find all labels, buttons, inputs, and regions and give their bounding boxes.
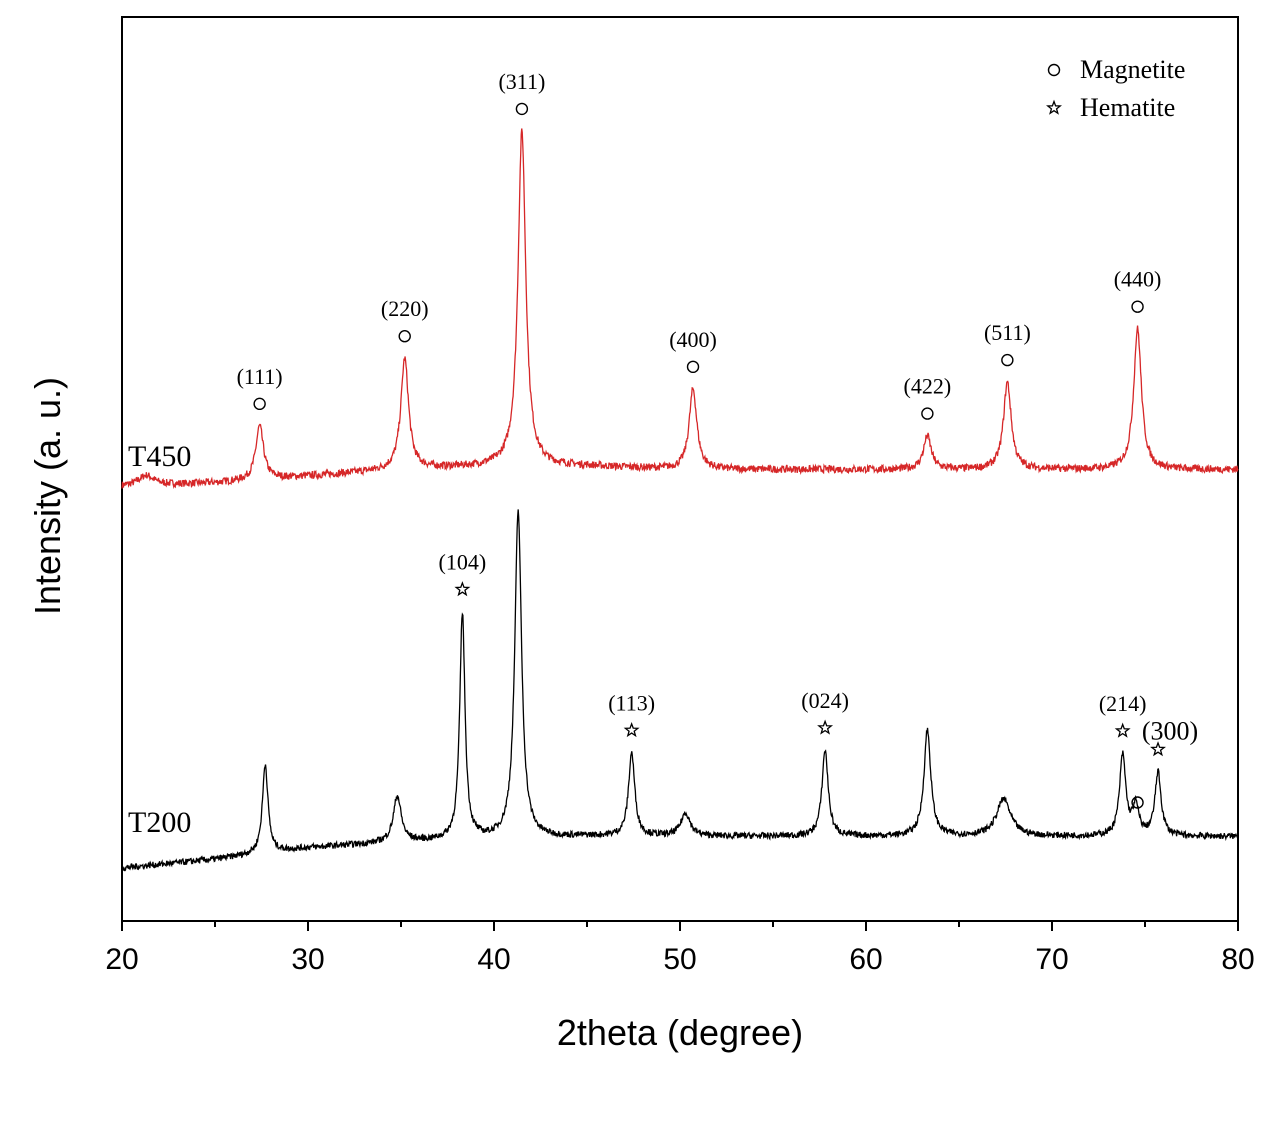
magnetite-marker — [686, 360, 700, 374]
peak-annotations: (111) (220) (311) (400) (422) (511) (440) (104)… — [237, 69, 1198, 809]
y-axis-title: Intensity (a. u.) — [27, 377, 68, 615]
series-layer: T450 T200 — [121, 128, 1239, 872]
legend-label: Magnetite — [1080, 55, 1185, 84]
hkl-label: (300) — [1142, 716, 1198, 745]
series-label-t200: T200 — [128, 806, 191, 839]
legend: Magnetite Hematite — [1046, 55, 1185, 122]
x-tick-label: 30 — [291, 943, 324, 976]
series-label-t450: T450 — [128, 440, 191, 473]
x-tick-label: 20 — [105, 943, 138, 976]
magnetite-marker — [398, 330, 411, 343]
hematite-marker — [454, 581, 471, 597]
hematite-marker — [1150, 741, 1166, 757]
hkl-label: (214) — [1099, 691, 1147, 716]
hkl-label: (024) — [801, 688, 849, 713]
hkl-label: (511) — [984, 320, 1031, 345]
plot-border — [121, 16, 1239, 922]
series-line-t450 — [121, 128, 1239, 490]
x-tick-label: 60 — [849, 943, 882, 976]
x-tick-label: 50 — [663, 943, 696, 976]
legend-label: Hematite — [1080, 93, 1175, 122]
x-axis-title: 2theta (degree) — [557, 1012, 803, 1053]
hkl-label: (422) — [904, 374, 952, 399]
plot-frame — [121, 16, 1239, 922]
hkl-label: (111) — [237, 364, 283, 389]
magnetite-marker — [921, 407, 934, 420]
x-tick-label: 80 — [1221, 943, 1254, 976]
x-tick-label: 70 — [1035, 943, 1068, 976]
x-axis-ticks: 20 30 40 50 60 70 80 — [105, 921, 1255, 976]
magnetite-marker — [1001, 353, 1014, 367]
hkl-label: (104) — [439, 549, 487, 574]
hematite-marker — [817, 719, 834, 735]
hkl-label: (311) — [498, 69, 545, 94]
magnetite-marker — [515, 102, 529, 116]
hkl-label: (113) — [608, 690, 655, 715]
hkl-label: (220) — [381, 296, 429, 321]
magnetite-marker — [1131, 796, 1144, 809]
hkl-label: (440) — [1114, 267, 1162, 292]
hematite-marker — [623, 721, 640, 738]
hkl-label: (400) — [669, 327, 717, 352]
hematite-marker — [1046, 99, 1062, 115]
hematite-marker — [1114, 722, 1131, 738]
magnetite-marker — [253, 397, 266, 411]
x-tick-label: 40 — [477, 943, 510, 976]
magnetite-marker — [1131, 300, 1144, 313]
series-line-t200 — [121, 509, 1239, 872]
magnetite-marker — [1047, 63, 1061, 77]
